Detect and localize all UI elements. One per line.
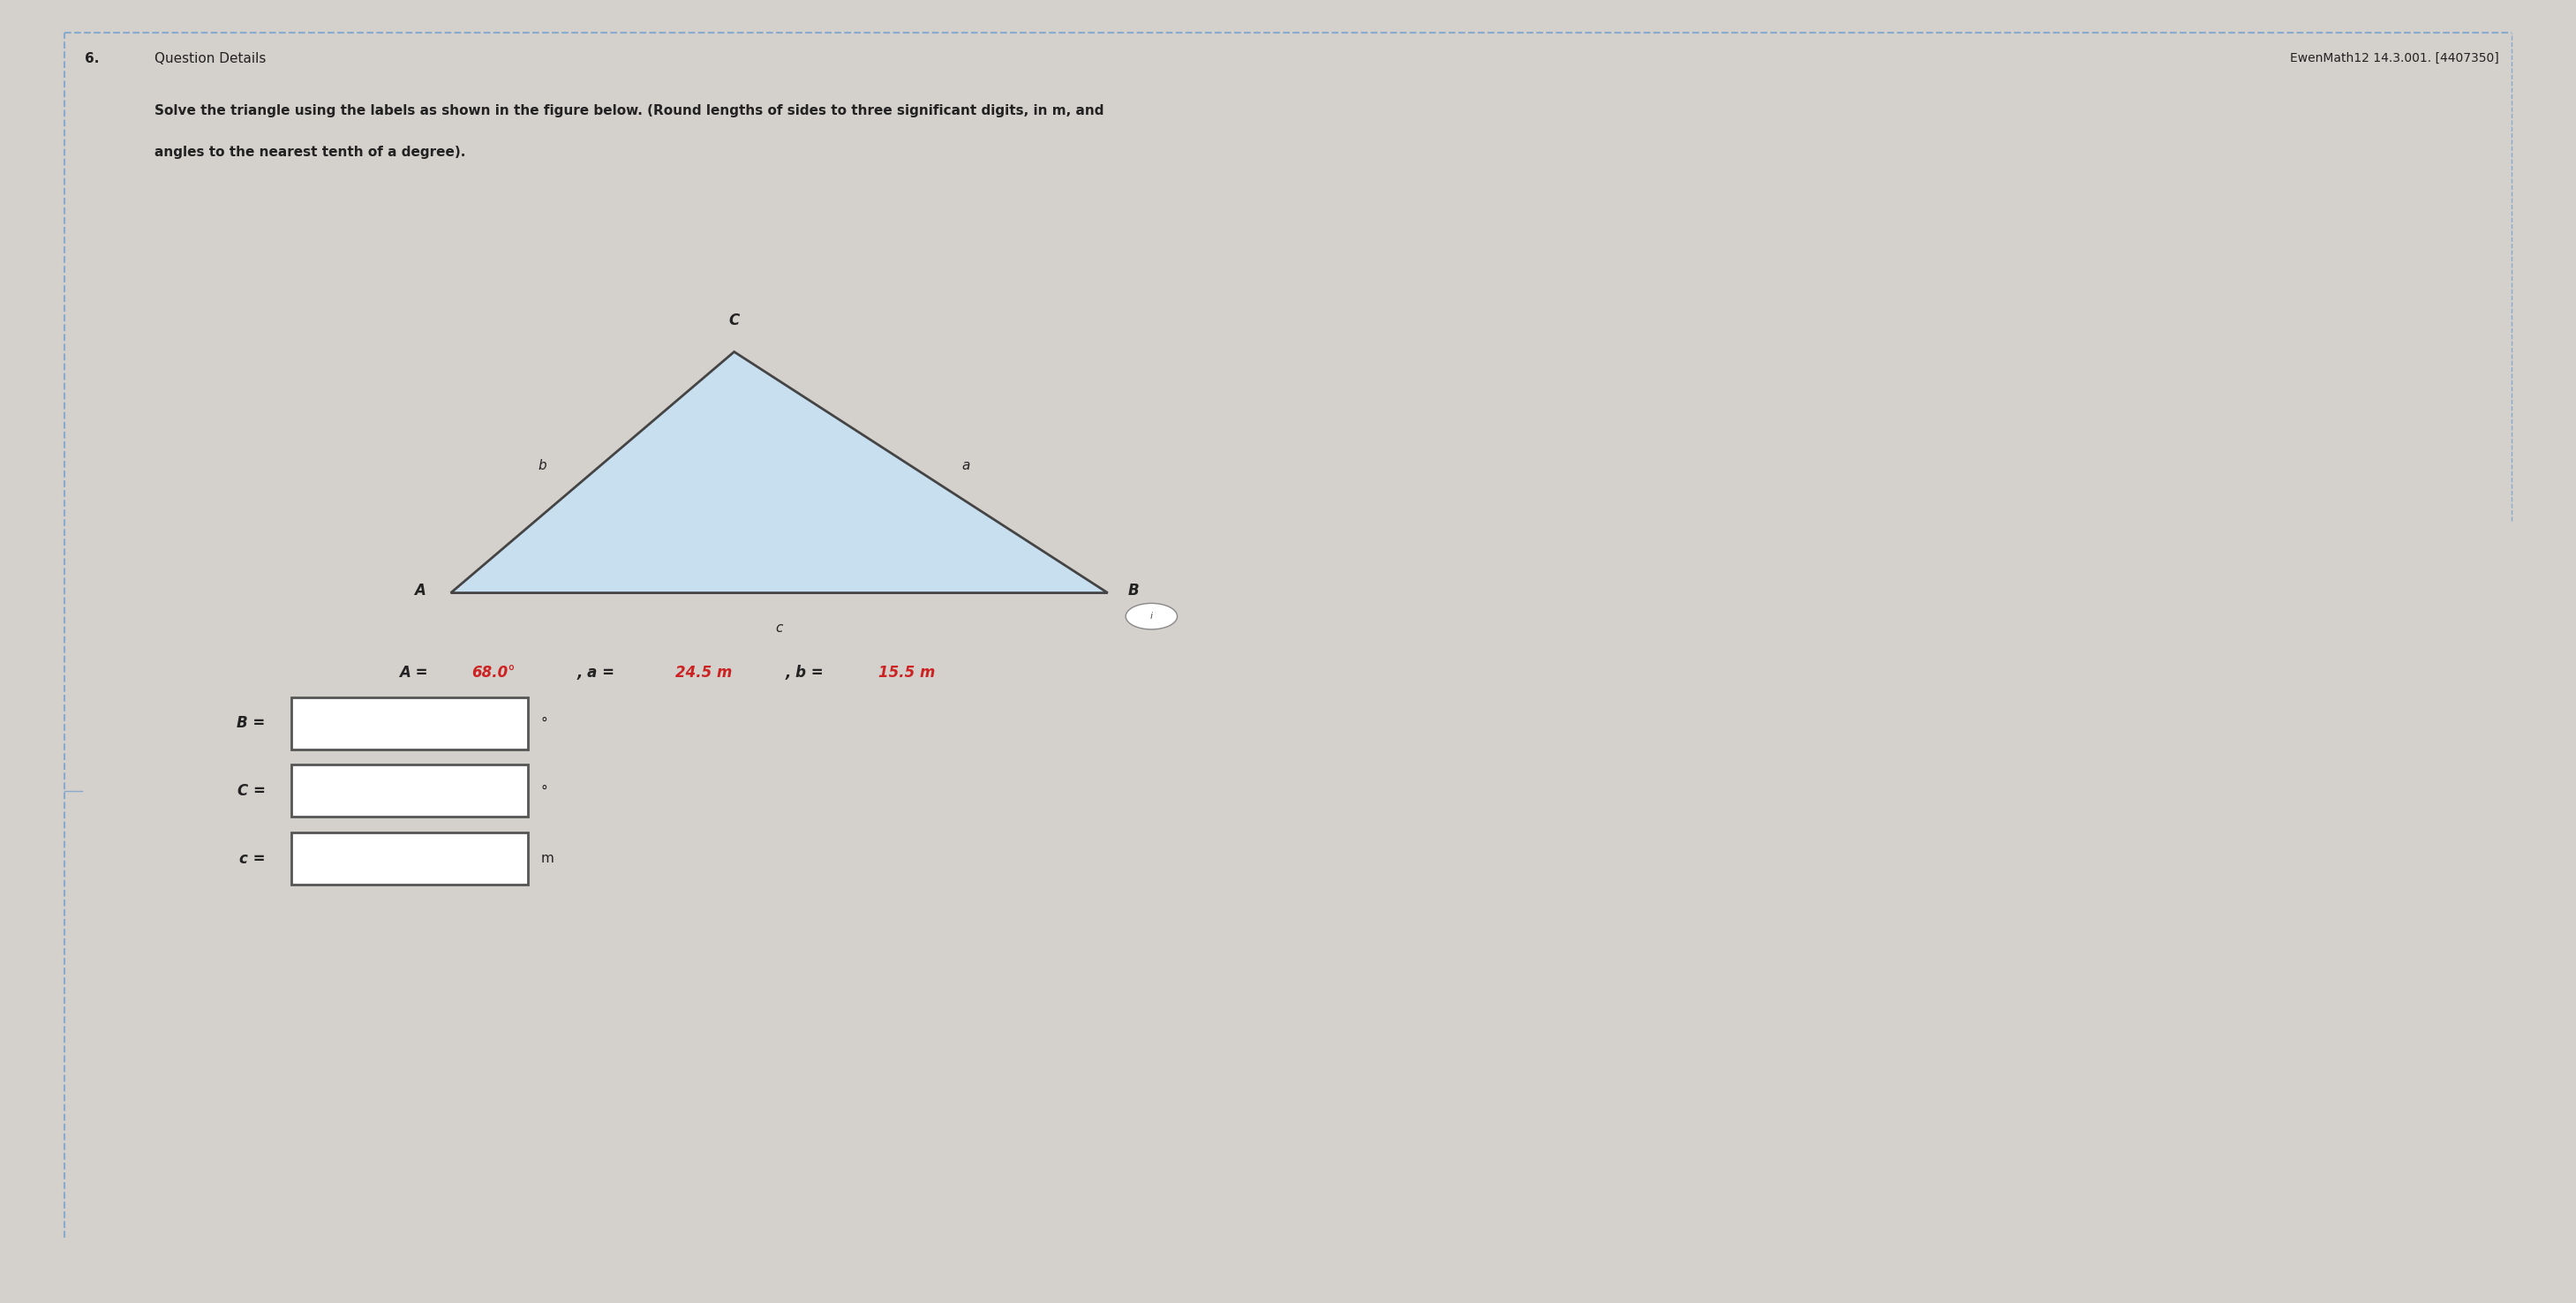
Text: A =: A = — [399, 665, 433, 680]
Text: a: a — [961, 459, 971, 473]
Text: b: b — [538, 459, 546, 473]
Text: B =: B = — [237, 715, 265, 731]
Text: 6.: 6. — [85, 52, 100, 65]
Circle shape — [1126, 603, 1177, 629]
Text: A: A — [415, 582, 425, 598]
Bar — [291, 697, 528, 749]
Text: c: c — [775, 622, 783, 635]
Text: , a =: , a = — [577, 665, 621, 680]
Text: °: ° — [541, 717, 549, 730]
Text: i: i — [1149, 612, 1154, 620]
Text: C: C — [729, 313, 739, 328]
Polygon shape — [451, 352, 1108, 593]
Text: °: ° — [541, 784, 549, 797]
Text: c =: c = — [240, 851, 265, 866]
Text: B: B — [1128, 582, 1139, 598]
Text: , b =: , b = — [786, 665, 829, 680]
Text: Solve the triangle using the labels as shown in the figure below. (Round lengths: Solve the triangle using the labels as s… — [155, 104, 1105, 117]
Bar — [291, 765, 528, 817]
Text: 15.5 m: 15.5 m — [878, 665, 935, 680]
Text: EwenMath12 14.3.001. [4407350]: EwenMath12 14.3.001. [4407350] — [2290, 52, 2499, 64]
Text: 68.0°: 68.0° — [471, 665, 515, 680]
Text: m: m — [541, 852, 554, 865]
Text: angles to the nearest tenth of a degree).: angles to the nearest tenth of a degree)… — [155, 146, 466, 159]
Bar — [291, 833, 528, 885]
Text: C =: C = — [237, 783, 265, 799]
Text: Question Details: Question Details — [155, 52, 265, 65]
Text: 24.5 m: 24.5 m — [675, 665, 732, 680]
